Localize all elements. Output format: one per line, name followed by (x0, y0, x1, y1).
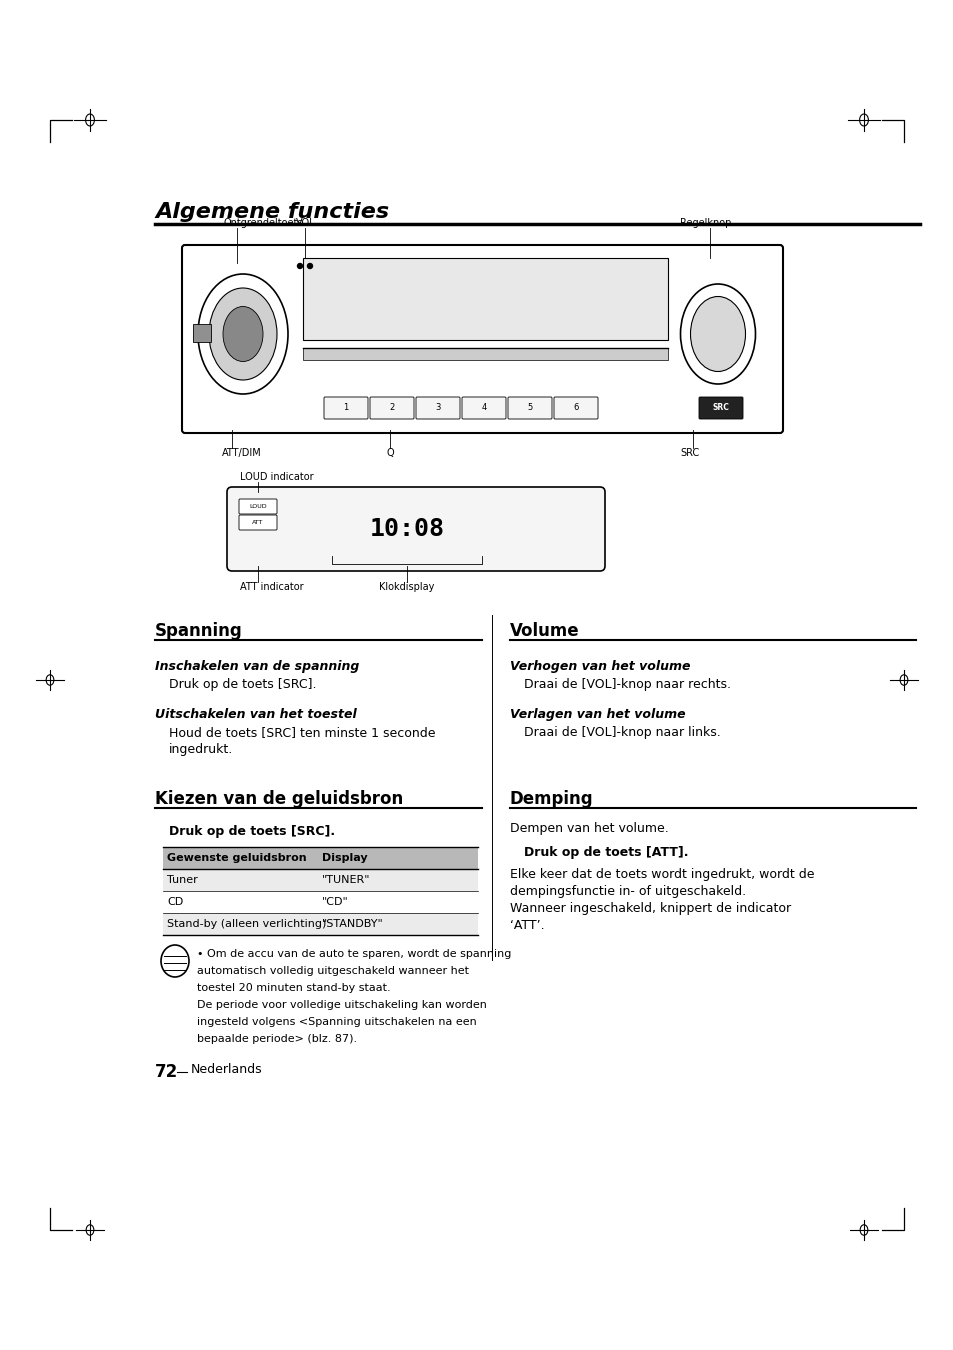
Text: Dempen van het volume.: Dempen van het volume. (510, 822, 668, 836)
FancyBboxPatch shape (699, 397, 742, 418)
FancyBboxPatch shape (324, 397, 368, 418)
Text: Algemene functies: Algemene functies (154, 202, 389, 221)
Text: Kiezen van de geluidsbron: Kiezen van de geluidsbron (154, 790, 403, 809)
Text: Klokdisplay: Klokdisplay (379, 582, 435, 593)
Text: ATT: ATT (252, 520, 263, 525)
Bar (303, 258, 667, 340)
Bar (193, 324, 211, 342)
Text: ingesteld volgens <Spanning uitschakelen na een: ingesteld volgens <Spanning uitschakelen… (196, 1017, 476, 1027)
Text: Regelknop: Regelknop (679, 217, 731, 228)
Text: SRC: SRC (679, 448, 699, 458)
FancyBboxPatch shape (239, 500, 276, 514)
Text: ingedrukt.: ingedrukt. (169, 743, 233, 756)
Text: Uitschakelen van het toestel: Uitschakelen van het toestel (154, 707, 356, 721)
Text: automatisch volledig uitgeschakeld wanneer het: automatisch volledig uitgeschakeld wanne… (196, 967, 469, 976)
Text: Demping: Demping (510, 790, 593, 809)
Text: Elke keer dat de toets wordt ingedrukt, wordt de: Elke keer dat de toets wordt ingedrukt, … (510, 868, 814, 882)
Text: LOUD: LOUD (249, 504, 267, 509)
FancyBboxPatch shape (554, 397, 598, 418)
Text: 5: 5 (527, 404, 532, 413)
FancyBboxPatch shape (416, 397, 459, 418)
Text: bepaalde periode> (blz. 87).: bepaalde periode> (blz. 87). (196, 1034, 356, 1044)
Text: 10:08: 10:08 (369, 517, 444, 541)
Text: Q: Q (386, 448, 394, 458)
Text: 1: 1 (343, 404, 348, 413)
FancyBboxPatch shape (227, 487, 604, 571)
Text: Tuner: Tuner (167, 875, 197, 886)
Bar (163, 846, 477, 869)
Bar (163, 869, 477, 891)
Text: Druk op de toets [SRC].: Druk op de toets [SRC]. (169, 825, 335, 838)
Text: Spanning: Spanning (154, 622, 242, 640)
Ellipse shape (307, 263, 313, 269)
Text: "STANDBY": "STANDBY" (322, 919, 383, 929)
Text: Gewenste geluidsbron: Gewenste geluidsbron (167, 853, 306, 863)
Text: Houd de toets [SRC] ten minste 1 seconde: Houd de toets [SRC] ten minste 1 seconde (169, 726, 435, 738)
Text: Ontgrendeltoets: Ontgrendeltoets (224, 217, 303, 228)
FancyBboxPatch shape (461, 397, 505, 418)
Bar (163, 913, 477, 936)
Text: ‘ATT’.: ‘ATT’. (510, 919, 544, 931)
Text: "CD": "CD" (322, 896, 349, 907)
Text: 2: 2 (389, 404, 395, 413)
Text: 6: 6 (573, 404, 578, 413)
Ellipse shape (690, 297, 744, 371)
Text: ATT indicator: ATT indicator (240, 582, 303, 593)
Ellipse shape (223, 306, 263, 362)
Bar (303, 348, 667, 360)
Text: toestel 20 minuten stand-by staat.: toestel 20 minuten stand-by staat. (196, 983, 390, 994)
Text: 4: 4 (481, 404, 486, 413)
FancyBboxPatch shape (182, 244, 782, 433)
Text: Druk op de toets [SRC].: Druk op de toets [SRC]. (169, 678, 316, 691)
FancyBboxPatch shape (507, 397, 552, 418)
Text: Druk op de toets [ATT].: Druk op de toets [ATT]. (523, 846, 688, 859)
Text: De periode voor volledige uitschakeling kan worden: De periode voor volledige uitschakeling … (196, 1000, 486, 1010)
Text: CD: CD (167, 896, 183, 907)
FancyBboxPatch shape (370, 397, 414, 418)
Text: Verlagen van het volume: Verlagen van het volume (510, 707, 685, 721)
Text: Display: Display (322, 853, 367, 863)
Text: Stand-by (alleen verlichting): Stand-by (alleen verlichting) (167, 919, 326, 929)
Text: SRC: SRC (712, 404, 729, 413)
Text: Verhogen van het volume: Verhogen van het volume (510, 660, 690, 674)
Ellipse shape (209, 288, 276, 379)
Text: 3: 3 (435, 404, 440, 413)
Text: 72: 72 (154, 1062, 178, 1081)
Text: Draai de [VOL]-knop naar links.: Draai de [VOL]-knop naar links. (523, 726, 720, 738)
Text: Nederlands: Nederlands (191, 1062, 262, 1076)
Text: Draai de [VOL]-knop naar rechts.: Draai de [VOL]-knop naar rechts. (523, 678, 730, 691)
Text: LOUD indicator: LOUD indicator (240, 472, 314, 482)
Text: Inschakelen van de spanning: Inschakelen van de spanning (154, 660, 359, 674)
Text: ATT/DIM: ATT/DIM (222, 448, 261, 458)
Ellipse shape (297, 263, 302, 269)
Text: • Om de accu van de auto te sparen, wordt de spanning: • Om de accu van de auto te sparen, word… (196, 949, 511, 958)
FancyBboxPatch shape (239, 514, 276, 531)
Text: dempingsfunctie in- of uitgeschakeld.: dempingsfunctie in- of uitgeschakeld. (510, 886, 745, 898)
Text: "TUNER": "TUNER" (322, 875, 370, 886)
Text: Wanneer ingeschakeld, knippert de indicator: Wanneer ingeschakeld, knippert de indica… (510, 902, 790, 915)
Bar (163, 891, 477, 913)
Text: VOL: VOL (295, 217, 315, 228)
Text: Volume: Volume (510, 622, 579, 640)
